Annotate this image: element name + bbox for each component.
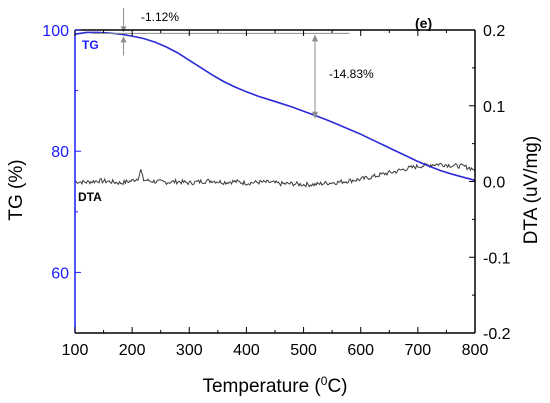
x-tick-label-2: 300 bbox=[176, 342, 203, 359]
y-right-tick-label-3: -0.1 bbox=[483, 250, 511, 267]
x-tick-label-1: 200 bbox=[119, 342, 146, 359]
dta-series-line bbox=[74, 162, 476, 188]
total-loss-arrowhead-bottom bbox=[312, 111, 318, 119]
y-right-tick-label-2: 0.0 bbox=[483, 175, 505, 192]
tg-series-label: TG bbox=[82, 38, 99, 52]
y-left-tick-label-0: 100 bbox=[42, 23, 69, 40]
y-right-tick-label-0: 0.2 bbox=[483, 23, 505, 40]
panel-label: (e) bbox=[415, 15, 432, 31]
y-axis-left-title: TG (%) bbox=[6, 159, 27, 220]
tg-series-line bbox=[74, 31, 476, 182]
y-axis-right-title: DTA (uV/mg) bbox=[521, 136, 542, 244]
x-tick-label-0: 100 bbox=[62, 342, 89, 359]
small-loss-arrowhead-lower bbox=[120, 36, 127, 43]
dta-series-label: DTA bbox=[78, 190, 102, 204]
y-right-tick-label-4: -0.2 bbox=[483, 326, 511, 343]
x-tick-label-3: 400 bbox=[233, 342, 260, 359]
series-layer bbox=[74, 31, 476, 188]
total-loss-arrowhead-top bbox=[312, 34, 318, 42]
y-right-tick-label-1: 0.1 bbox=[483, 99, 505, 116]
x-tick-label-7: 800 bbox=[462, 342, 489, 359]
x-tick-label-5: 600 bbox=[347, 342, 374, 359]
x-tick-label-4: 500 bbox=[290, 342, 317, 359]
annotation-small-loss: -1.12% bbox=[141, 10, 179, 24]
x-tick-label-6: 700 bbox=[405, 342, 432, 359]
y-left-tick-label-1: 80 bbox=[51, 144, 69, 161]
annotation-total-loss: -14.83% bbox=[329, 67, 374, 81]
axes-layer: 100 200 300 400 500 600 700 800 100 80 60 0.2 0.1 0.0… bbox=[42, 23, 510, 359]
annotation-layer bbox=[92, 8, 350, 119]
x-axis-title: Temperature (0C) bbox=[202, 374, 347, 397]
y-left-tick-label-2: 60 bbox=[51, 265, 69, 282]
